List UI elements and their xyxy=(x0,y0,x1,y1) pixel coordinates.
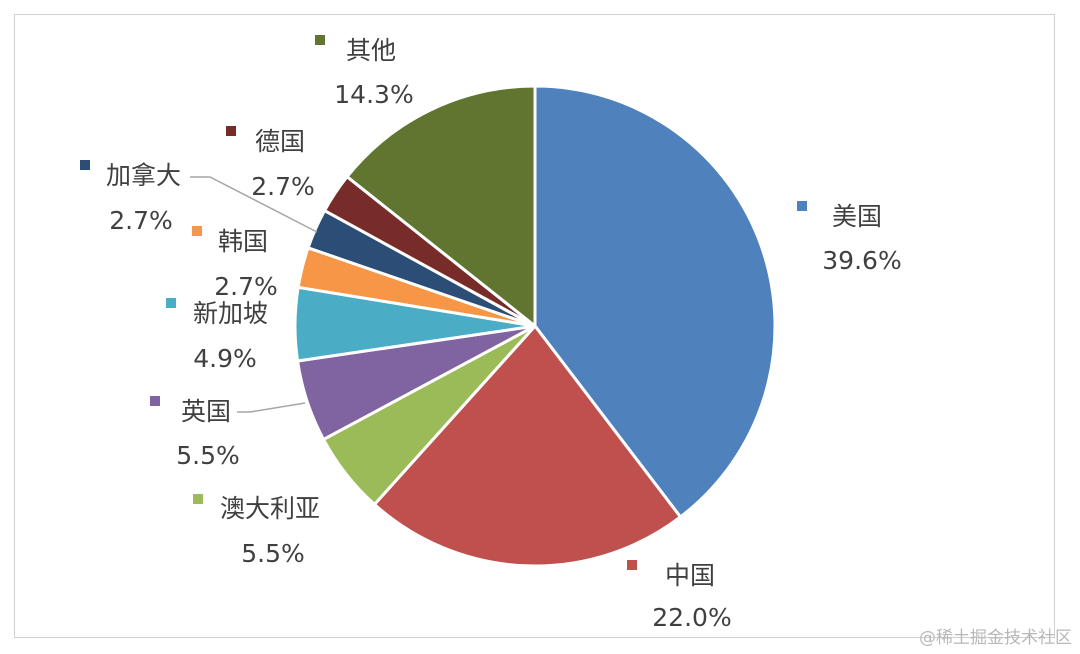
slice-percent-label: 22.0% xyxy=(652,603,731,632)
legend-marker-7 xyxy=(80,160,90,170)
legend-marker-4 xyxy=(150,396,160,406)
pie-slice-9 xyxy=(345,84,537,328)
slice-name-label: 美国 xyxy=(832,202,882,231)
legend-marker-2 xyxy=(627,560,637,570)
watermark: @稀土掘金技术社区 xyxy=(919,628,1072,648)
slice-percent-label: 2.7% xyxy=(109,206,173,235)
legend-marker-1 xyxy=(797,201,807,211)
slice-percent-label: 5.5% xyxy=(241,539,305,568)
slice-percent-label: 5.5% xyxy=(176,441,240,470)
slice-name-label: 加拿大 xyxy=(106,161,181,190)
slice-name-label: 韩国 xyxy=(218,227,268,256)
slice-percent-label: 2.7% xyxy=(251,172,315,201)
slice-name-label: 澳大利亚 xyxy=(220,494,320,523)
legend-marker-5 xyxy=(166,298,176,308)
slice-percent-label: 2.7% xyxy=(214,272,278,301)
legend-marker-3 xyxy=(193,494,203,504)
pie-slice-1 xyxy=(533,84,777,519)
slice-name-label: 中国 xyxy=(665,561,715,590)
legend-marker-6 xyxy=(192,226,202,236)
leader-line xyxy=(190,176,318,233)
slice-name-label: 新加坡 xyxy=(193,299,268,328)
slice-name-label: 其他 xyxy=(346,36,396,65)
legend-marker-8 xyxy=(226,126,236,136)
slice-percent-label: 14.3% xyxy=(334,80,413,109)
slice-name-label: 英国 xyxy=(181,397,231,426)
slice-name-label: 德国 xyxy=(255,127,305,156)
leader-line xyxy=(237,402,306,413)
legend-marker-9 xyxy=(315,35,325,45)
slice-percent-label: 4.9% xyxy=(193,344,257,373)
slice-percent-label: 39.6% xyxy=(822,246,901,275)
pie-slice-2 xyxy=(372,324,682,568)
